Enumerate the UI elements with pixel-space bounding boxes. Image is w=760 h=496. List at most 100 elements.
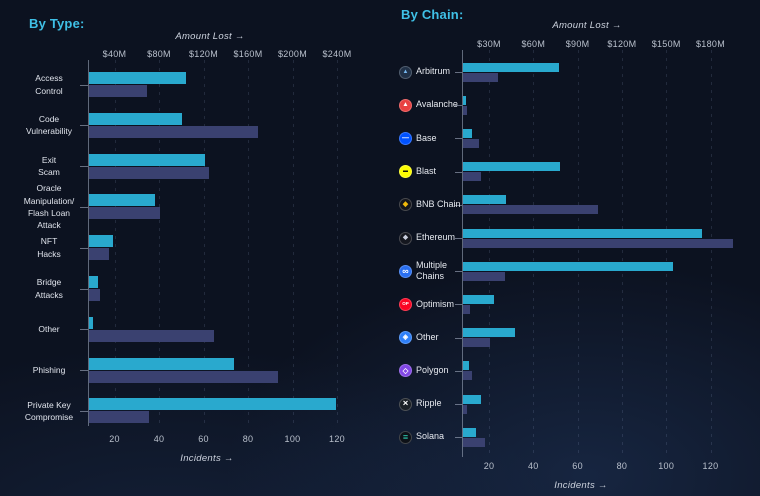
avalanche-icon-glyph: ▲ — [402, 100, 409, 108]
by-type-category-label-private-key-compromise: Private Key Compromise — [24, 399, 74, 422]
by-chain-tick-dash — [455, 238, 462, 239]
by-type-amount-tick: $160M — [233, 49, 263, 59]
by-type-amount-bar-phishing — [89, 357, 234, 370]
by-type-amount-bar-access-control — [89, 72, 186, 84]
by-chain-amount-bar-other — [463, 328, 515, 338]
by-chain-incidents-axis-title: Incidents → — [554, 480, 608, 491]
by-chain-amount-bar-avalanche — [463, 95, 466, 105]
by-type-gridline — [203, 60, 205, 426]
by-chain-incidents-bar-other — [463, 338, 490, 348]
by-chain-amount-tick: $180M — [695, 39, 726, 49]
by-type-amount-bar-oracle-manipulation-flash-loan-attack — [89, 194, 155, 207]
by-type-amount-tick: $240M — [322, 49, 352, 59]
base-icon-glyph: — — [402, 134, 409, 142]
by-chain-gridline — [489, 50, 490, 457]
by-chain-amount-bar-ripple — [463, 394, 481, 404]
by-type-incidents-tick: 100 — [284, 434, 301, 444]
by-type-category-label-bridge-attacks: Bridge Attacks — [35, 277, 63, 300]
other-chain-icon: ◈ — [399, 331, 412, 345]
by-chain-category-label-base: Base — [416, 132, 437, 143]
by-chain-amount-tick: $150M — [651, 39, 681, 49]
by-chain-tick-dash — [455, 138, 462, 140]
by-type-amount-tick: $40M — [102, 49, 127, 59]
by-chain-amount-bar-multiple-chains — [463, 261, 673, 271]
by-chain-category-label-multiple-chains: Multiple Chains — [416, 259, 448, 282]
by-chain-amount-tick: $60M — [521, 39, 546, 49]
by-type-axis-line — [88, 60, 89, 426]
by-chain-amount-bar-arbitrum — [463, 62, 559, 72]
by-type-incidents-bar-private-key-compromise — [89, 411, 150, 424]
by-chain-tick-dash — [455, 72, 462, 73]
by-type-amount-axis-title: Amount Lost → — [175, 31, 245, 42]
by-chain-incidents-tick: 100 — [658, 461, 675, 471]
by-chain-category-label-other: Other — [416, 331, 439, 342]
multiple-chains-icon: ∞ — [399, 264, 412, 278]
by-chain-incidents-bar-blast — [463, 172, 481, 182]
by-type-incidents-tick: 120 — [329, 434, 345, 444]
base-icon: — — [399, 131, 412, 145]
by-type-tick-dash — [80, 329, 88, 331]
avalanche-icon: ▲ — [399, 98, 412, 112]
by-chain-category-label-arbitrum: Arbitrum — [416, 66, 451, 77]
by-type-tick-dash — [80, 288, 88, 290]
by-chain-category-label-polygon: Polygon — [416, 364, 449, 375]
by-chain-title: By Chain: — [401, 7, 464, 22]
by-type-amount-tick: $120M — [188, 49, 219, 59]
by-chain-gridline — [533, 50, 535, 457]
by-type-incidents-bar-other — [89, 329, 214, 342]
by-type-amount-bar-other — [89, 316, 94, 329]
by-chain-tick-dash — [455, 271, 462, 273]
by-chain-amount-bar-solana — [463, 427, 477, 437]
by-chain-incidents-bar-ripple — [463, 404, 468, 414]
by-chain-amount-bar-polygon — [463, 361, 469, 371]
by-type-amount-bar-nft-hacks — [89, 235, 114, 248]
ripple-icon: × — [399, 397, 412, 411]
by-type-amount-tick: $200M — [277, 49, 308, 59]
by-chain-tick-dash — [455, 171, 462, 173]
by-type-amount-tick: $80M — [147, 49, 171, 59]
bnb-chain-icon-glyph: ◆ — [402, 201, 409, 209]
by-type-tick-dash — [80, 206, 88, 208]
by-type-incidents-bar-nft-hacks — [89, 248, 110, 261]
by-chain-amount-bar-optimism — [463, 294, 494, 304]
arbitrum-icon-glyph: ▲ — [402, 69, 409, 75]
by-chain-amount-bar-ethereum — [463, 228, 703, 238]
by-chain-incidents-tick: 40 — [527, 461, 539, 471]
by-chain-category-label-blast: Blast — [416, 165, 437, 176]
ripple-icon-glyph: × — [402, 398, 409, 410]
bnb-chain-icon: ◆ — [399, 198, 412, 212]
by-chain-axis-line — [462, 50, 463, 457]
by-chain-gridline — [710, 50, 712, 457]
by-type-gridline — [114, 60, 116, 426]
by-type-incidents-bar-access-control — [89, 85, 147, 97]
by-chain-tick-dash — [455, 370, 462, 372]
by-type-incidents-tick: 80 — [242, 434, 254, 444]
by-chain-tick-dash — [455, 304, 462, 306]
by-chain-category-label-solana: Solana — [416, 431, 445, 442]
by-type-tick-dash — [80, 84, 88, 86]
by-chain-amount-bar-base — [463, 128, 472, 138]
by-type-amount-bar-bridge-attacks — [89, 276, 98, 288]
by-type-incidents-tick: 60 — [198, 434, 209, 444]
arbitrum-icon: ▲ — [399, 65, 412, 79]
by-type-amount-bar-code-vulnerability — [89, 112, 183, 125]
by-chain-category-label-avalanche: Avalanche — [416, 99, 458, 110]
by-chain-incidents-tick: 20 — [483, 461, 495, 471]
by-type-gridline — [292, 60, 294, 426]
by-type-gridline — [337, 60, 338, 426]
by-type-category-label-access-control: Access Control — [35, 73, 63, 96]
by-type-incidents-bar-phishing — [89, 370, 279, 383]
by-type-incidents-bar-code-vulnerability — [89, 125, 259, 138]
by-chain-tick-dash — [455, 204, 462, 206]
multiple-chains-icon-glyph: ∞ — [402, 265, 409, 276]
by-chain-tick-dash — [455, 105, 462, 107]
by-chain-gridline — [577, 50, 579, 457]
by-chain-incidents-bar-base — [463, 138, 479, 148]
by-type-tick-dash — [80, 125, 88, 127]
optimism-icon: OP — [399, 297, 412, 311]
by-type-category-label-other: Other — [38, 324, 60, 335]
by-type-category-label-code-vulnerability: Code Vulnerability — [26, 113, 72, 137]
by-type-gridline — [248, 60, 249, 426]
by-chain-tick-dash — [455, 337, 462, 339]
by-type-title: By Type: — [29, 16, 85, 31]
